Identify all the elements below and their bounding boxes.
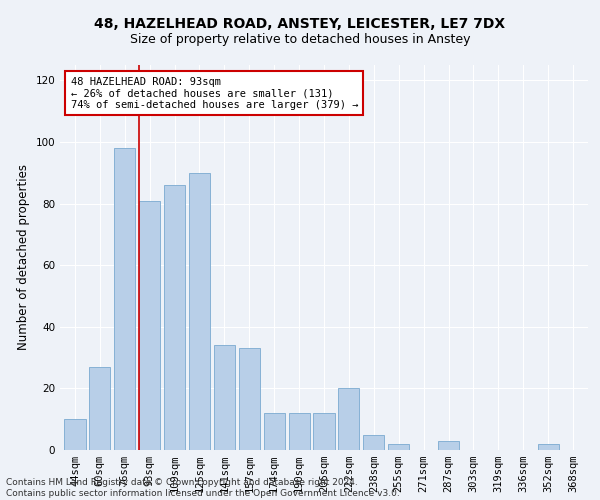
Bar [388,444,409,450]
Bar [114,148,136,450]
Bar [338,388,359,450]
Text: Size of property relative to detached houses in Anstey: Size of property relative to detached ho… [130,32,470,46]
Bar [64,419,86,450]
Bar [438,441,459,450]
Bar [239,348,260,450]
Bar [263,413,285,450]
Bar [164,185,185,450]
Bar [289,413,310,450]
Text: 48 HAZELHEAD ROAD: 93sqm
← 26% of detached houses are smaller (131)
74% of semi-: 48 HAZELHEAD ROAD: 93sqm ← 26% of detach… [71,76,358,110]
Bar [89,367,110,450]
Bar [139,200,160,450]
Text: 48, HAZELHEAD ROAD, ANSTEY, LEICESTER, LE7 7DX: 48, HAZELHEAD ROAD, ANSTEY, LEICESTER, L… [94,18,506,32]
Bar [313,413,335,450]
Bar [363,434,385,450]
Bar [214,346,235,450]
Bar [538,444,559,450]
Y-axis label: Number of detached properties: Number of detached properties [17,164,30,350]
Bar [189,173,210,450]
Text: Contains HM Land Registry data © Crown copyright and database right 2024.
Contai: Contains HM Land Registry data © Crown c… [6,478,400,498]
